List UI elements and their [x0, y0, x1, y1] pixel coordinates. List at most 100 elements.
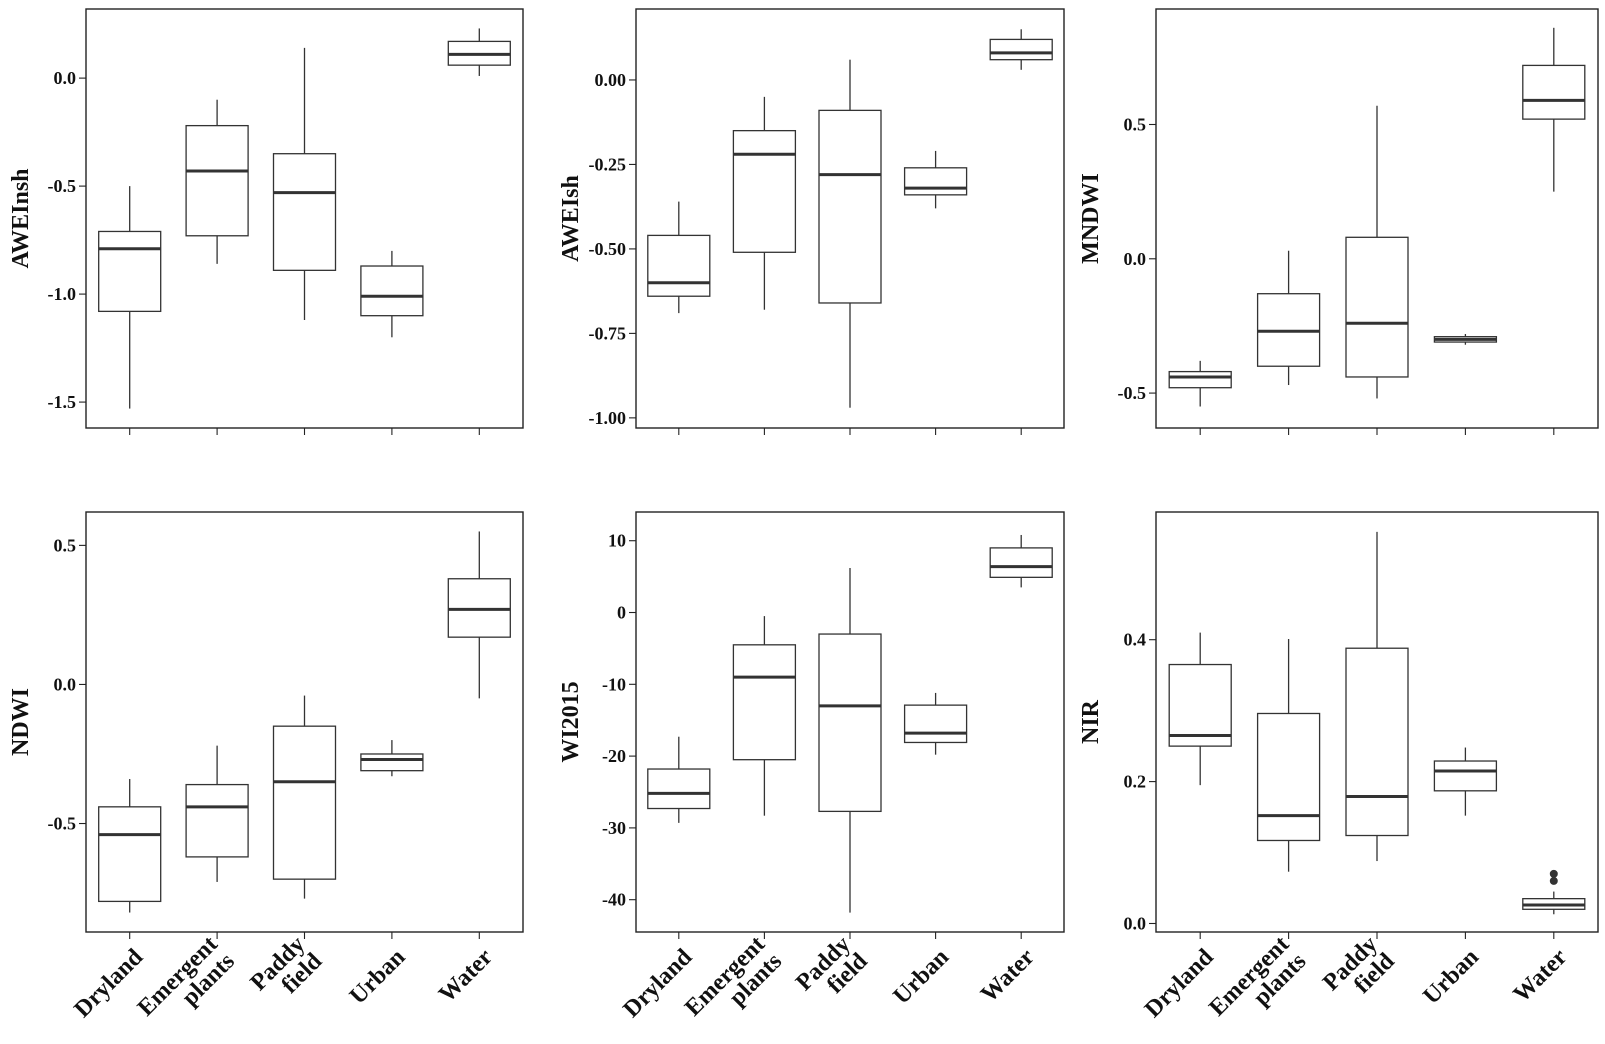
panel-aweinsh: 0.0 -0.5 -1.0 -1.5 AWEInsh — [8, 8, 524, 435]
y-axis-label: AWEInsh — [8, 168, 34, 268]
x-category-label-line: Dryland — [1140, 944, 1219, 1023]
y-tick-label: -0.25 — [589, 154, 627, 174]
box-water — [989, 29, 1053, 70]
x-category-label: Emergentplants — [133, 931, 240, 1038]
x-category-label: Urban — [889, 944, 955, 1010]
y-axis-label: NDWI — [8, 688, 34, 756]
iqr-box — [1345, 236, 1409, 378]
x-category-label: Dryland — [69, 944, 148, 1023]
box-water — [1522, 869, 1586, 915]
box-urban — [1433, 747, 1498, 816]
y-tick-label: -40 — [602, 890, 626, 910]
box-water — [1522, 27, 1586, 192]
box-emergent-plants — [732, 616, 797, 816]
box-urban — [360, 250, 424, 338]
y-tick-label: 10 — [608, 531, 626, 551]
x-category-label-line: Urban — [889, 944, 955, 1010]
y-tick-label: 0.2 — [1124, 772, 1147, 792]
box-emergent-plants — [1256, 250, 1321, 386]
box-dryland — [1168, 360, 1232, 407]
box-paddy-field — [818, 59, 882, 408]
y-tick-label: -0.5 — [48, 814, 77, 834]
y-tick-label: 0.00 — [595, 70, 627, 90]
box-emergent-plants — [1256, 638, 1321, 872]
x-category-label: Paddyfield — [1318, 931, 1400, 1013]
box-water — [447, 531, 511, 699]
box-dryland — [1168, 632, 1232, 786]
box-paddy-field — [1345, 531, 1409, 862]
y-tick-label: 0.5 — [1124, 114, 1147, 134]
iqr-box — [1522, 64, 1586, 120]
iqr-box — [1168, 370, 1232, 389]
iqr-box — [272, 153, 337, 271]
panel-mndwi: 0.5 0.0 -0.5 MNDWI — [1078, 8, 1599, 435]
iqr-box — [272, 725, 337, 880]
iqr-box — [98, 230, 162, 313]
x-category-label: Water — [1509, 944, 1573, 1008]
box-urban — [1433, 333, 1498, 345]
iqr-box — [360, 753, 424, 772]
y-tick-label: -1.0 — [48, 284, 77, 304]
box-water — [447, 28, 511, 76]
iqr-box — [903, 704, 968, 744]
panel-aweish: 0.00 -0.25 -0.50 -0.75 -1.00 AWEIsh — [558, 8, 1065, 435]
y-tick-label: 0.0 — [54, 674, 77, 694]
x-category-label: Emergentplants — [680, 931, 787, 1038]
x-category-label-line: Water — [976, 944, 1040, 1008]
x-category-label-line: Water — [434, 944, 498, 1008]
box-emergent-plants — [732, 96, 797, 310]
box-urban — [903, 150, 968, 209]
box-urban — [360, 740, 424, 777]
x-category-label-line: Water — [1509, 944, 1573, 1008]
y-axis-label: AWEIsh — [558, 175, 584, 262]
box-paddy-field — [818, 568, 882, 913]
x-category-label: Dryland — [619, 944, 698, 1023]
box-paddy-field — [272, 695, 337, 899]
y-tick-label: -1.5 — [48, 392, 77, 412]
iqr-box — [647, 234, 711, 297]
y-tick-label: -20 — [602, 746, 626, 766]
box-emergent-plants — [185, 99, 249, 264]
y-tick-label: 0.0 — [1124, 249, 1147, 269]
outlier-point — [1549, 876, 1558, 885]
y-tick-label: -0.75 — [589, 323, 627, 343]
box-emergent-plants — [185, 745, 249, 882]
y-tick-label: -0.5 — [1118, 383, 1147, 403]
iqr-box — [185, 124, 249, 237]
x-category-label-line: Urban — [345, 944, 411, 1010]
box-dryland — [98, 186, 162, 409]
x-category-label-line: Urban — [1418, 944, 1484, 1010]
x-category-label: Urban — [1418, 944, 1484, 1010]
x-category-label-line: Dryland — [619, 944, 698, 1023]
x-category-label: Paddyfield — [246, 931, 328, 1013]
panel-wi2015: 10 0 -10 -20 -30 -40 WI2015 DrylandEmergentplan… — [558, 511, 1065, 1038]
outlier-point — [1549, 869, 1558, 878]
y-tick-label: 0.4 — [1124, 630, 1147, 650]
iqr-box — [1433, 760, 1498, 792]
iqr-box — [818, 633, 882, 813]
y-axis-label: MNDWI — [1078, 173, 1104, 264]
y-tick-label: -30 — [602, 818, 626, 838]
x-category-label: Urban — [345, 944, 411, 1010]
iqr-box — [185, 783, 249, 858]
iqr-box — [1345, 647, 1409, 837]
y-tick-label: 0.5 — [54, 535, 77, 555]
y-tick-label: -10 — [602, 674, 626, 694]
x-category-label: Emergentplants — [1204, 931, 1311, 1038]
y-tick-label: 0.0 — [54, 68, 77, 88]
iqr-box — [98, 806, 162, 903]
x-category-label: Dryland — [1140, 944, 1219, 1023]
box-dryland — [98, 779, 162, 913]
box-urban — [903, 692, 968, 755]
y-tick-label: 0.0 — [1124, 913, 1147, 933]
iqr-box — [360, 265, 424, 317]
x-category-label: Paddyfield — [791, 931, 873, 1013]
x-category-label: Water — [434, 944, 498, 1008]
iqr-box — [647, 768, 711, 810]
y-tick-label: -1.00 — [589, 408, 627, 428]
iqr-box — [732, 129, 797, 253]
box-paddy-field — [1345, 105, 1409, 399]
